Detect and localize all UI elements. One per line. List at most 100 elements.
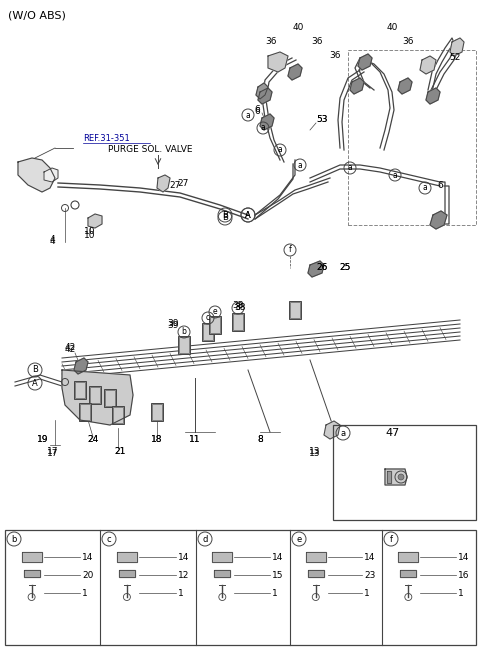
Bar <box>104 389 116 407</box>
Bar <box>112 406 124 424</box>
Text: 15: 15 <box>272 570 284 579</box>
Text: a: a <box>348 163 352 172</box>
Polygon shape <box>74 358 88 374</box>
Text: 1: 1 <box>82 588 88 597</box>
Text: 25: 25 <box>339 264 351 273</box>
Text: 26: 26 <box>316 264 328 273</box>
Polygon shape <box>18 158 55 192</box>
Text: a: a <box>246 111 251 119</box>
Bar <box>210 317 220 333</box>
Bar <box>89 386 101 404</box>
Text: 19: 19 <box>37 435 49 445</box>
Polygon shape <box>44 168 58 182</box>
Polygon shape <box>308 261 324 277</box>
Bar <box>90 387 100 403</box>
Bar <box>75 382 85 398</box>
Text: b: b <box>181 327 186 336</box>
Text: c: c <box>206 314 210 323</box>
Bar <box>113 407 123 423</box>
Text: a: a <box>340 428 346 437</box>
Text: 18: 18 <box>151 435 163 445</box>
Bar <box>179 337 189 353</box>
Text: 27: 27 <box>177 178 189 187</box>
Polygon shape <box>426 88 440 104</box>
Text: 21: 21 <box>114 448 126 456</box>
Text: 36: 36 <box>265 38 277 47</box>
Polygon shape <box>288 64 302 80</box>
Text: 8: 8 <box>257 435 263 445</box>
Text: 24: 24 <box>87 435 98 445</box>
Text: f: f <box>389 535 393 544</box>
Text: 38: 38 <box>232 301 244 310</box>
Polygon shape <box>260 114 274 130</box>
Text: e: e <box>213 308 217 316</box>
Text: 21: 21 <box>114 448 126 456</box>
Text: PURGE SOL. VALVE: PURGE SOL. VALVE <box>108 145 192 154</box>
Text: a: a <box>298 161 302 170</box>
Text: 36: 36 <box>311 38 323 47</box>
Circle shape <box>398 474 404 480</box>
Bar <box>209 316 221 334</box>
Text: 40: 40 <box>386 23 398 32</box>
Bar <box>151 403 163 421</box>
Text: 17: 17 <box>47 448 59 456</box>
Bar <box>152 404 162 420</box>
Bar <box>178 336 190 354</box>
Text: d: d <box>236 303 240 312</box>
Text: 18: 18 <box>151 435 163 445</box>
Bar <box>203 324 213 340</box>
Text: 4: 4 <box>49 235 55 244</box>
Text: 11: 11 <box>189 435 201 445</box>
Bar <box>232 313 244 331</box>
Text: 4: 4 <box>49 238 55 246</box>
Bar <box>290 302 300 318</box>
Polygon shape <box>350 78 364 94</box>
Text: 39: 39 <box>167 319 179 329</box>
Text: 36: 36 <box>329 51 341 60</box>
Polygon shape <box>256 83 268 99</box>
Text: 12: 12 <box>178 570 190 579</box>
Text: 6: 6 <box>437 181 443 189</box>
Text: 1: 1 <box>458 588 464 597</box>
Polygon shape <box>398 78 412 94</box>
Text: 26: 26 <box>316 264 328 273</box>
Text: 40: 40 <box>292 23 304 32</box>
Text: 10: 10 <box>84 231 96 240</box>
Text: 1: 1 <box>178 588 184 597</box>
Text: 23: 23 <box>364 570 375 579</box>
Bar <box>5 530 476 645</box>
Text: 6: 6 <box>254 108 260 117</box>
Polygon shape <box>88 214 102 228</box>
Text: 38: 38 <box>234 303 246 312</box>
Text: 42: 42 <box>64 345 76 354</box>
Polygon shape <box>22 552 42 562</box>
Text: 52: 52 <box>449 52 461 62</box>
Text: 8: 8 <box>257 435 263 445</box>
Polygon shape <box>258 88 272 104</box>
Bar <box>289 301 301 319</box>
Bar <box>105 390 115 406</box>
Polygon shape <box>398 552 418 562</box>
Polygon shape <box>119 570 135 577</box>
Text: 11: 11 <box>189 435 201 445</box>
Text: b: b <box>12 535 17 544</box>
Text: 39: 39 <box>167 321 179 329</box>
Polygon shape <box>212 552 232 562</box>
Text: 14: 14 <box>82 553 94 562</box>
Text: 24: 24 <box>87 435 98 445</box>
Text: 53: 53 <box>316 115 328 124</box>
Polygon shape <box>306 552 326 562</box>
Text: 42: 42 <box>64 343 76 353</box>
Bar <box>79 403 91 421</box>
Polygon shape <box>400 570 416 577</box>
Text: 17: 17 <box>47 448 59 457</box>
Polygon shape <box>385 469 407 485</box>
Polygon shape <box>268 52 288 72</box>
Text: 53: 53 <box>316 115 328 124</box>
Bar <box>348 50 476 225</box>
Text: B: B <box>222 211 228 220</box>
Text: f: f <box>288 246 291 255</box>
Bar <box>74 381 86 399</box>
Text: a: a <box>393 170 397 179</box>
Text: 1: 1 <box>272 588 278 597</box>
